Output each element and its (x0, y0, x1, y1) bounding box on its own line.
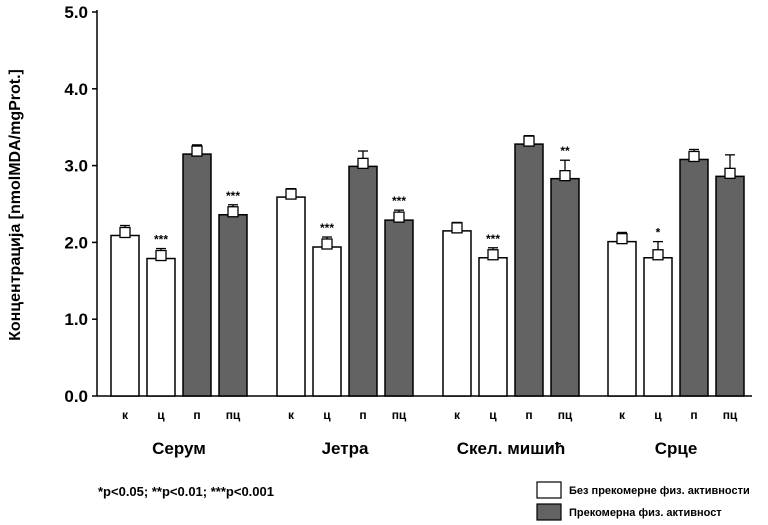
category-label: к (454, 408, 461, 422)
group-labels: Серум Јетра Скел. мишић Срце (152, 439, 697, 458)
y-tick-label: 3.0 (64, 157, 88, 176)
significance-labels: ****************** (154, 144, 661, 246)
bar (348, 165, 378, 397)
bar (643, 257, 673, 397)
bar (442, 230, 472, 397)
bar (679, 158, 709, 397)
error-bar-marker (451, 222, 463, 234)
y-axis-ticks: 0.0 1.0 2.0 3.0 4.0 5.0 (64, 3, 97, 406)
category-label: ц (157, 408, 165, 422)
bar (514, 143, 544, 397)
significance-label: * (656, 226, 661, 240)
significance-footnote: *p<0.05; **p<0.01; ***p<0.001 (98, 484, 274, 499)
bar (110, 234, 140, 397)
bar (218, 214, 248, 397)
error-bar-marker (688, 150, 700, 163)
category-label: п (193, 408, 200, 422)
bar (312, 246, 342, 397)
y-axis-label-group: Концентрација [nmolMDA/mgProt.] (7, 69, 24, 341)
significance-label: *** (486, 232, 500, 246)
category-label: пц (226, 408, 241, 422)
error-bar-marker (652, 249, 664, 261)
group-label: Серум (152, 439, 206, 458)
legend-swatch-series-1 (536, 503, 562, 521)
error-bar-marker (487, 249, 499, 261)
error-bar-marker (155, 249, 167, 262)
error-bar-marker (227, 206, 239, 218)
significance-label: *** (226, 189, 240, 203)
error-bars (119, 134, 736, 262)
bar (182, 153, 212, 397)
significance-label: ** (560, 144, 570, 158)
category-label: к (122, 408, 129, 422)
bar (384, 219, 414, 397)
category-label: ц (654, 408, 662, 422)
error-bar-marker (119, 226, 131, 239)
category-label: п (359, 408, 366, 422)
error-bar-marker (559, 170, 571, 182)
significance-label: *** (392, 194, 406, 208)
bar (478, 257, 508, 397)
category-label: к (619, 408, 626, 422)
category-labels: к ц п пц к ц п пц к ц п пц к ц п пц (122, 408, 738, 422)
legend: Без прекомерне физ. активности Прекомерн… (536, 481, 750, 521)
error-bar-marker (724, 167, 736, 180)
error-bar-marker (191, 145, 203, 157)
category-label: п (690, 408, 697, 422)
category-label: пц (723, 408, 738, 422)
bar (715, 175, 745, 397)
category-label: пц (392, 408, 407, 422)
significance-label: *** (320, 221, 334, 235)
legend-label-series-0: Без прекомерне физ. активности (569, 485, 750, 497)
y-tick-label: 4.0 (64, 80, 88, 99)
category-label: п (525, 408, 532, 422)
y-tick-label: 0.0 (64, 387, 88, 406)
y-tick-label: 5.0 (64, 3, 88, 22)
error-bar-marker (321, 238, 333, 250)
error-bar-marker (357, 157, 369, 170)
significance-label: *** (154, 233, 168, 247)
group-label: Срце (655, 439, 698, 458)
bar (146, 257, 176, 397)
y-axis-label: Концентрација [nmolMDA/mgProt.] (7, 69, 24, 341)
bars (110, 143, 745, 397)
error-bar-marker (285, 188, 297, 200)
error-bar-marker (523, 135, 535, 147)
bar (550, 177, 580, 397)
bar (276, 196, 306, 397)
category-label: пц (558, 408, 573, 422)
category-label: к (288, 408, 295, 422)
bar (607, 240, 637, 397)
legend-swatch-series-0 (536, 481, 562, 499)
group-label: Скел. мишић (457, 439, 566, 458)
error-bar-marker (393, 211, 405, 223)
error-bar-marker (616, 232, 628, 245)
category-label: ц (489, 408, 497, 422)
group-label: Јетра (322, 439, 369, 458)
category-label: ц (323, 408, 331, 422)
y-tick-label: 1.0 (64, 310, 88, 329)
y-tick-label: 2.0 (64, 233, 88, 252)
legend-label-series-1: Прекомерна физ. активност (569, 507, 722, 519)
